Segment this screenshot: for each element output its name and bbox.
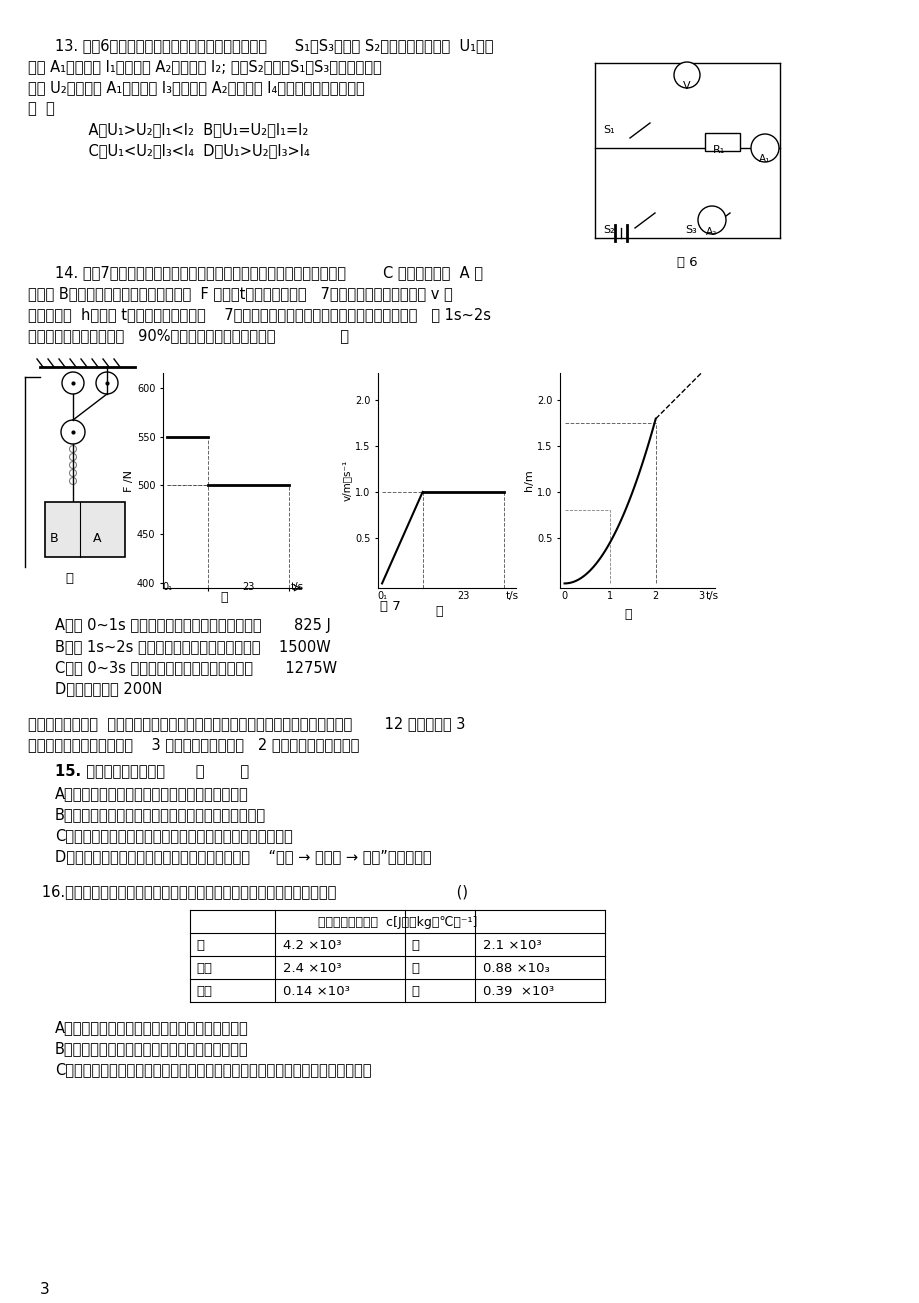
Text: 0.14 ×10³: 0.14 ×10³: [283, 985, 349, 998]
Text: C．质量相等的水和酒精，吸收相等的热量后（均未沸腾），酒精的温度变化较大: C．质量相等的水和酒精，吸收相等的热量后（均未沸腾），酒精的温度变化较大: [55, 1062, 371, 1078]
Text: 水: 水: [196, 939, 204, 952]
Circle shape: [698, 206, 725, 235]
Circle shape: [674, 63, 699, 89]
Text: 0.88 ×10₃: 0.88 ×10₃: [482, 962, 550, 975]
Text: 3: 3: [40, 1282, 50, 1296]
Text: 15. 下列说法中正确的是      （       ）: 15. 下列说法中正确的是 （ ）: [55, 764, 249, 778]
Text: 1: 1: [607, 592, 613, 601]
Text: 电动机 B。启动电动机，它所提供的拉力  F 随时间t的变化关系如图   7乙所示，吊篮上升的速度 v 和: 电动机 B。启动电动机，它所提供的拉力 F 随时间t的变化关系如图 7乙所示，吊…: [28, 285, 452, 301]
Text: 14. 如图7甲所示，用由一个动滑轮和两个定滑组成的滑轮组，提升吊篮        C 及其中的重物  A 和: 14. 如图7甲所示，用由一个动滑轮和两个定滑组成的滑轮组，提升吊篮 C 及其中…: [55, 265, 482, 280]
Text: 4.2 ×10³: 4.2 ×10³: [283, 939, 341, 952]
Text: D．在有电流通过的电路中，电流在电源外部沿着    “正极 → 用电器 → 负极”的方向流动: D．在有电流通过的电路中，电流在电源外部沿着 “正极 → 用电器 → 负极”的方…: [55, 850, 431, 864]
Circle shape: [61, 420, 85, 444]
Text: 图 6: 图 6: [676, 255, 697, 268]
Y-axis label: v/m．s⁻¹: v/m．s⁻¹: [342, 460, 352, 502]
Y-axis label: h/m: h/m: [524, 469, 534, 491]
Text: 0: 0: [561, 592, 567, 601]
Text: 甲: 甲: [65, 572, 73, 585]
Text: 2.4 ×10³: 2.4 ×10³: [283, 962, 341, 975]
Text: C．在 0~3s 内，电动机提供的拉力的功率为       1275W: C．在 0~3s 内，电动机提供的拉力的功率为 1275W: [55, 661, 336, 675]
Text: B: B: [50, 532, 59, 545]
Text: A₁: A₁: [758, 154, 770, 164]
Text: 23: 23: [242, 582, 255, 592]
Text: 上升的高度  h随时间 t变化的关系分别如图    7丙和丁所示。若一切摩擦和绳重均可忽略不计，   在 1s~2s: 上升的高度 h随时间 t变化的关系分别如图 7丙和丁所示。若一切摩擦和绳重均可忽…: [28, 308, 491, 322]
Text: 丁: 丁: [624, 609, 631, 622]
Text: 分。每小题选项全选对的得    3 分，选对但不全的得   2 分，有错选的不得分）: 分。每小题选项全选对的得 3 分，选对但不全的得 2 分，有错选的不得分）: [28, 737, 359, 752]
Text: 23: 23: [457, 592, 469, 601]
Text: S₃: S₃: [685, 225, 696, 235]
Text: t/s: t/s: [290, 582, 303, 592]
Text: 3: 3: [698, 592, 704, 601]
Text: 冰: 冰: [411, 939, 418, 952]
Text: （  ）: （ ）: [28, 102, 55, 116]
Text: 乙: 乙: [220, 590, 227, 603]
Text: 流表 A₁的示数为 I₁，电流表 A₂的示数为 I₂; 断开S₂，闭合S₁、S₃，电压表的示: 流表 A₁的示数为 I₁，电流表 A₂的示数为 I₂; 断开S₂，闭合S₁、S₃…: [28, 59, 381, 74]
Text: B．同种物质的比热容会因物质的状态不同而改变: B．同种物质的比热容会因物质的状态不同而改变: [55, 1041, 248, 1055]
Text: t/s: t/s: [706, 592, 719, 601]
Text: D．动滑轮重为 200N: D．动滑轮重为 200N: [55, 681, 162, 696]
Text: 0₁: 0₁: [162, 582, 172, 592]
Text: 二、多项选择题（  下列各小题均有四个选项，其中符合题意的选项均多于一个。共       12 分，每小题 3: 二、多项选择题（ 下列各小题均有四个选项，其中符合题意的选项均多于一个。共 12…: [28, 717, 465, 731]
Bar: [45, 502, 125, 556]
Text: B．在 1s~2s 内，电动机提供的拉力的功率为    1500W: B．在 1s~2s 内，电动机提供的拉力的功率为 1500W: [55, 638, 331, 654]
Text: 13. 在图6所示电路中，电源两端的电压恒定。断开      S₁、S₃，闭合 S₂，电压表的示数为  U₁，电: 13. 在图6所示电路中，电源两端的电压恒定。断开 S₁、S₃，闭合 S₂，电压…: [55, 38, 493, 53]
Text: A．固体物质的比热容一定小于液体物质的比热容: A．固体物质的比热容一定小于液体物质的比热容: [55, 1020, 248, 1035]
Text: 内，滑轮组的机械效率为   90%，则下列说法中正确的是（              ）: 内，滑轮组的机械效率为 90%，则下列说法中正确的是（ ）: [28, 328, 348, 343]
Text: t/s: t/s: [505, 592, 518, 601]
Text: 16.小明根据下表所提供的几种物质的比热容得出以下结论，其中正确的是                          (): 16.小明根据下表所提供的几种物质的比热容得出以下结论，其中正确的是 (): [28, 883, 468, 899]
Text: B．电路中负电荷发生定向移动时，电路中一定有电流: B．电路中负电荷发生定向移动时，电路中一定有电流: [55, 807, 266, 822]
Y-axis label: F /N: F /N: [124, 469, 134, 491]
Text: R₁: R₁: [712, 145, 724, 155]
Text: 0.39  ×10³: 0.39 ×10³: [482, 985, 553, 998]
Text: A．U₁>U₂，I₁<I₂  B．U₁=U₂，I₁=I₂: A．U₁>U₂，I₁<I₂ B．U₁=U₂，I₁=I₂: [70, 122, 308, 137]
Text: 铝: 铝: [411, 962, 418, 975]
Circle shape: [62, 371, 84, 394]
Circle shape: [750, 134, 778, 162]
Bar: [704, 133, 739, 151]
Text: 水银: 水银: [196, 985, 211, 998]
Text: 几种物质的比热容  c[J．（kg．℃）⁻¹]: 几种物质的比热容 c[J．（kg．℃）⁻¹]: [317, 916, 477, 929]
Text: 铜: 铜: [411, 985, 418, 998]
Text: S₂: S₂: [602, 225, 614, 235]
Text: 酒精: 酒精: [196, 962, 211, 975]
Text: 丙: 丙: [435, 606, 442, 619]
Text: V: V: [683, 81, 690, 91]
Text: A．只要电路中有电源存在，电路中就一定有电流: A．只要电路中有电源存在，电路中就一定有电流: [55, 786, 248, 801]
Text: 图 7: 图 7: [380, 599, 400, 612]
Text: C．U₁<U₂，I₃<I₄  D．U₁>U₂，I₃>I₄: C．U₁<U₂，I₃<I₄ D．U₁>U₂，I₃>I₄: [70, 143, 310, 158]
Text: 2.1 ×10³: 2.1 ×10³: [482, 939, 541, 952]
Circle shape: [96, 371, 118, 394]
Text: 0₁: 0₁: [377, 592, 387, 601]
Text: A: A: [93, 532, 101, 545]
Text: 2: 2: [652, 592, 658, 601]
Text: S₁: S₁: [602, 125, 614, 136]
Text: 数为 U₂，电流表 A₁的示数为 I₃，电流表 A₂的示数为 I₄。下列说法中正确的是: 数为 U₂，电流表 A₁的示数为 I₃，电流表 A₂的示数为 I₄。下列说法中正…: [28, 79, 364, 95]
Text: A．在 0~1s 内，电动机提供的拉力所做的功为       825 J: A．在 0~1s 内，电动机提供的拉力所做的功为 825 J: [55, 618, 331, 633]
Text: A₂: A₂: [706, 227, 717, 237]
Text: C．金属导体中自由电子定向移动的方向一定与电流方向相同: C．金属导体中自由电子定向移动的方向一定与电流方向相同: [55, 827, 292, 843]
